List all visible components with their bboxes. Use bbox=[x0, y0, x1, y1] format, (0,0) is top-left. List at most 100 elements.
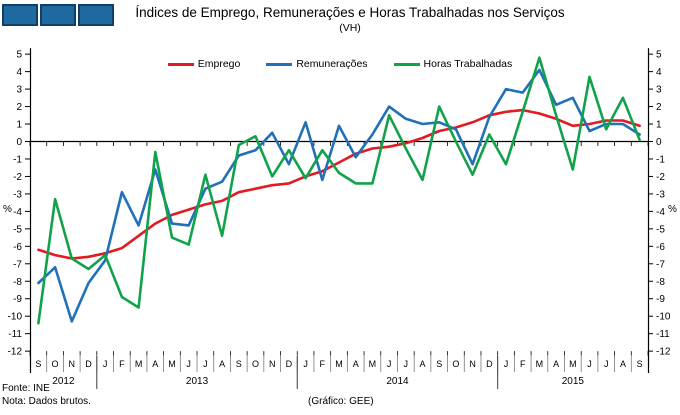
y-tick-label-right: -9 bbox=[656, 294, 665, 305]
y-tick-label-left: 5 bbox=[16, 50, 22, 61]
logo-square-icon bbox=[40, 4, 76, 26]
month-label: D bbox=[85, 359, 92, 369]
y-tick-label-left: -3 bbox=[13, 189, 22, 200]
y-axis-unit-right: % bbox=[668, 204, 677, 215]
month-label: M bbox=[135, 359, 143, 369]
y-tick-label-left: -9 bbox=[13, 294, 22, 305]
month-label: J bbox=[103, 359, 108, 369]
year-label: 2013 bbox=[186, 376, 209, 387]
month-label: J bbox=[404, 359, 409, 369]
source-note: Fonte: INE bbox=[2, 383, 50, 394]
y-tick-label-right: -5 bbox=[656, 224, 665, 235]
logo-square-icon bbox=[2, 4, 38, 26]
horas-line-swatch-icon bbox=[393, 62, 420, 66]
emprego-line-swatch-icon bbox=[167, 62, 194, 66]
legend-item-emprego: Emprego bbox=[167, 58, 241, 70]
y-tick-label-left: 2 bbox=[16, 102, 22, 113]
month-label: N bbox=[269, 359, 276, 369]
y-tick-label-left: -5 bbox=[13, 224, 22, 235]
legend-item-horas: Horas Trabalhadas bbox=[393, 58, 513, 70]
remuneracoes-line-swatch-icon bbox=[266, 62, 293, 66]
y-tick-label-left: 4 bbox=[16, 67, 22, 78]
y-tick-label-right: -1 bbox=[656, 154, 665, 165]
y-tick-label-left: 0 bbox=[16, 137, 22, 148]
month-label: A bbox=[553, 359, 559, 369]
chart-subtitle: (VH) bbox=[339, 22, 361, 34]
month-label: S bbox=[436, 359, 442, 369]
month-label: A bbox=[620, 359, 626, 369]
y-tick-label-right: -6 bbox=[656, 242, 665, 253]
month-label: A bbox=[152, 359, 158, 369]
year-label: 2014 bbox=[386, 376, 409, 387]
y-tick-label-left: -4 bbox=[13, 207, 22, 218]
y-tick-label-left: -11 bbox=[8, 329, 22, 340]
y-tick-label-left: -10 bbox=[8, 312, 23, 323]
y-tick-label-right: -10 bbox=[656, 312, 671, 323]
month-label: J bbox=[303, 359, 308, 369]
y-tick-label-right: 2 bbox=[656, 102, 662, 113]
y-tick-label-right: -7 bbox=[656, 259, 665, 270]
y-tick-label-left: -8 bbox=[13, 277, 22, 288]
y-tick-label-right: -3 bbox=[656, 189, 665, 200]
month-label: M bbox=[569, 359, 577, 369]
credit-note: (Gráfico: GEE) bbox=[308, 396, 374, 407]
month-label: O bbox=[52, 359, 59, 369]
data-note: Nota: Dados brutos. bbox=[2, 396, 91, 407]
emprego-line bbox=[37, 108, 641, 260]
legend-item-remuneracoes: Remunerações bbox=[266, 58, 368, 70]
y-tick-label-left: -12 bbox=[8, 347, 23, 358]
month-label: F bbox=[520, 359, 526, 369]
y-tick-label-right: 3 bbox=[656, 85, 662, 96]
month-label: S bbox=[35, 359, 41, 369]
month-label: A bbox=[420, 359, 426, 369]
month-label: M bbox=[369, 359, 377, 369]
logo bbox=[2, 4, 114, 26]
month-label: J bbox=[604, 359, 609, 369]
remunera-es-line bbox=[37, 68, 641, 323]
month-label: N bbox=[469, 359, 476, 369]
y-tick-label-left: 3 bbox=[16, 85, 22, 96]
month-label: F bbox=[320, 359, 326, 369]
y-tick-label-left: -1 bbox=[13, 154, 22, 165]
logo-square-icon bbox=[78, 4, 114, 26]
y-tick-label-right: 1 bbox=[656, 120, 662, 131]
month-label: D bbox=[286, 359, 293, 369]
year-label: 2012 bbox=[52, 376, 75, 387]
chart-title: Índices de Emprego, Remunerações e Horas… bbox=[135, 5, 565, 20]
month-label: S bbox=[236, 359, 242, 369]
legend-label-emprego: Emprego bbox=[197, 58, 241, 70]
month-label: J bbox=[387, 359, 392, 369]
month-label: J bbox=[587, 359, 592, 369]
y-tick-label-right: -4 bbox=[656, 207, 665, 218]
y-tick-label-left: -2 bbox=[13, 172, 22, 183]
y-tick-label-right: 5 bbox=[656, 50, 662, 61]
y-tick-label-right: -11 bbox=[656, 329, 670, 340]
year-label: 2015 bbox=[562, 376, 585, 387]
y-tick-label-left: 1 bbox=[16, 120, 22, 131]
month-label: D bbox=[486, 359, 493, 369]
month-label: A bbox=[353, 359, 359, 369]
title-block: Índices de Emprego, Remunerações e Horas… bbox=[120, 4, 580, 34]
month-label: S bbox=[637, 359, 643, 369]
month-label: J bbox=[186, 359, 191, 369]
month-label: A bbox=[219, 359, 225, 369]
y-axis-unit-left: % bbox=[3, 204, 12, 215]
y-tick-label-right: 4 bbox=[656, 67, 662, 78]
month-label: M bbox=[536, 359, 544, 369]
y-tick-label-left: -6 bbox=[13, 242, 22, 253]
month-label: F bbox=[119, 359, 125, 369]
month-label: J bbox=[504, 359, 509, 369]
y-tick-label-right: -8 bbox=[656, 277, 665, 288]
month-label: J bbox=[203, 359, 208, 369]
month-label: O bbox=[452, 359, 459, 369]
legend-label-remuneracoes: Remunerações bbox=[296, 58, 368, 70]
month-label: O bbox=[252, 359, 259, 369]
y-tick-label-right: -12 bbox=[656, 347, 671, 358]
y-tick-label-right: -2 bbox=[656, 172, 665, 183]
legend-label-horas: Horas Trabalhadas bbox=[423, 58, 513, 70]
month-label: M bbox=[335, 359, 343, 369]
month-label: N bbox=[69, 359, 76, 369]
legend: Emprego Remunerações Horas Trabalhadas bbox=[0, 58, 680, 70]
